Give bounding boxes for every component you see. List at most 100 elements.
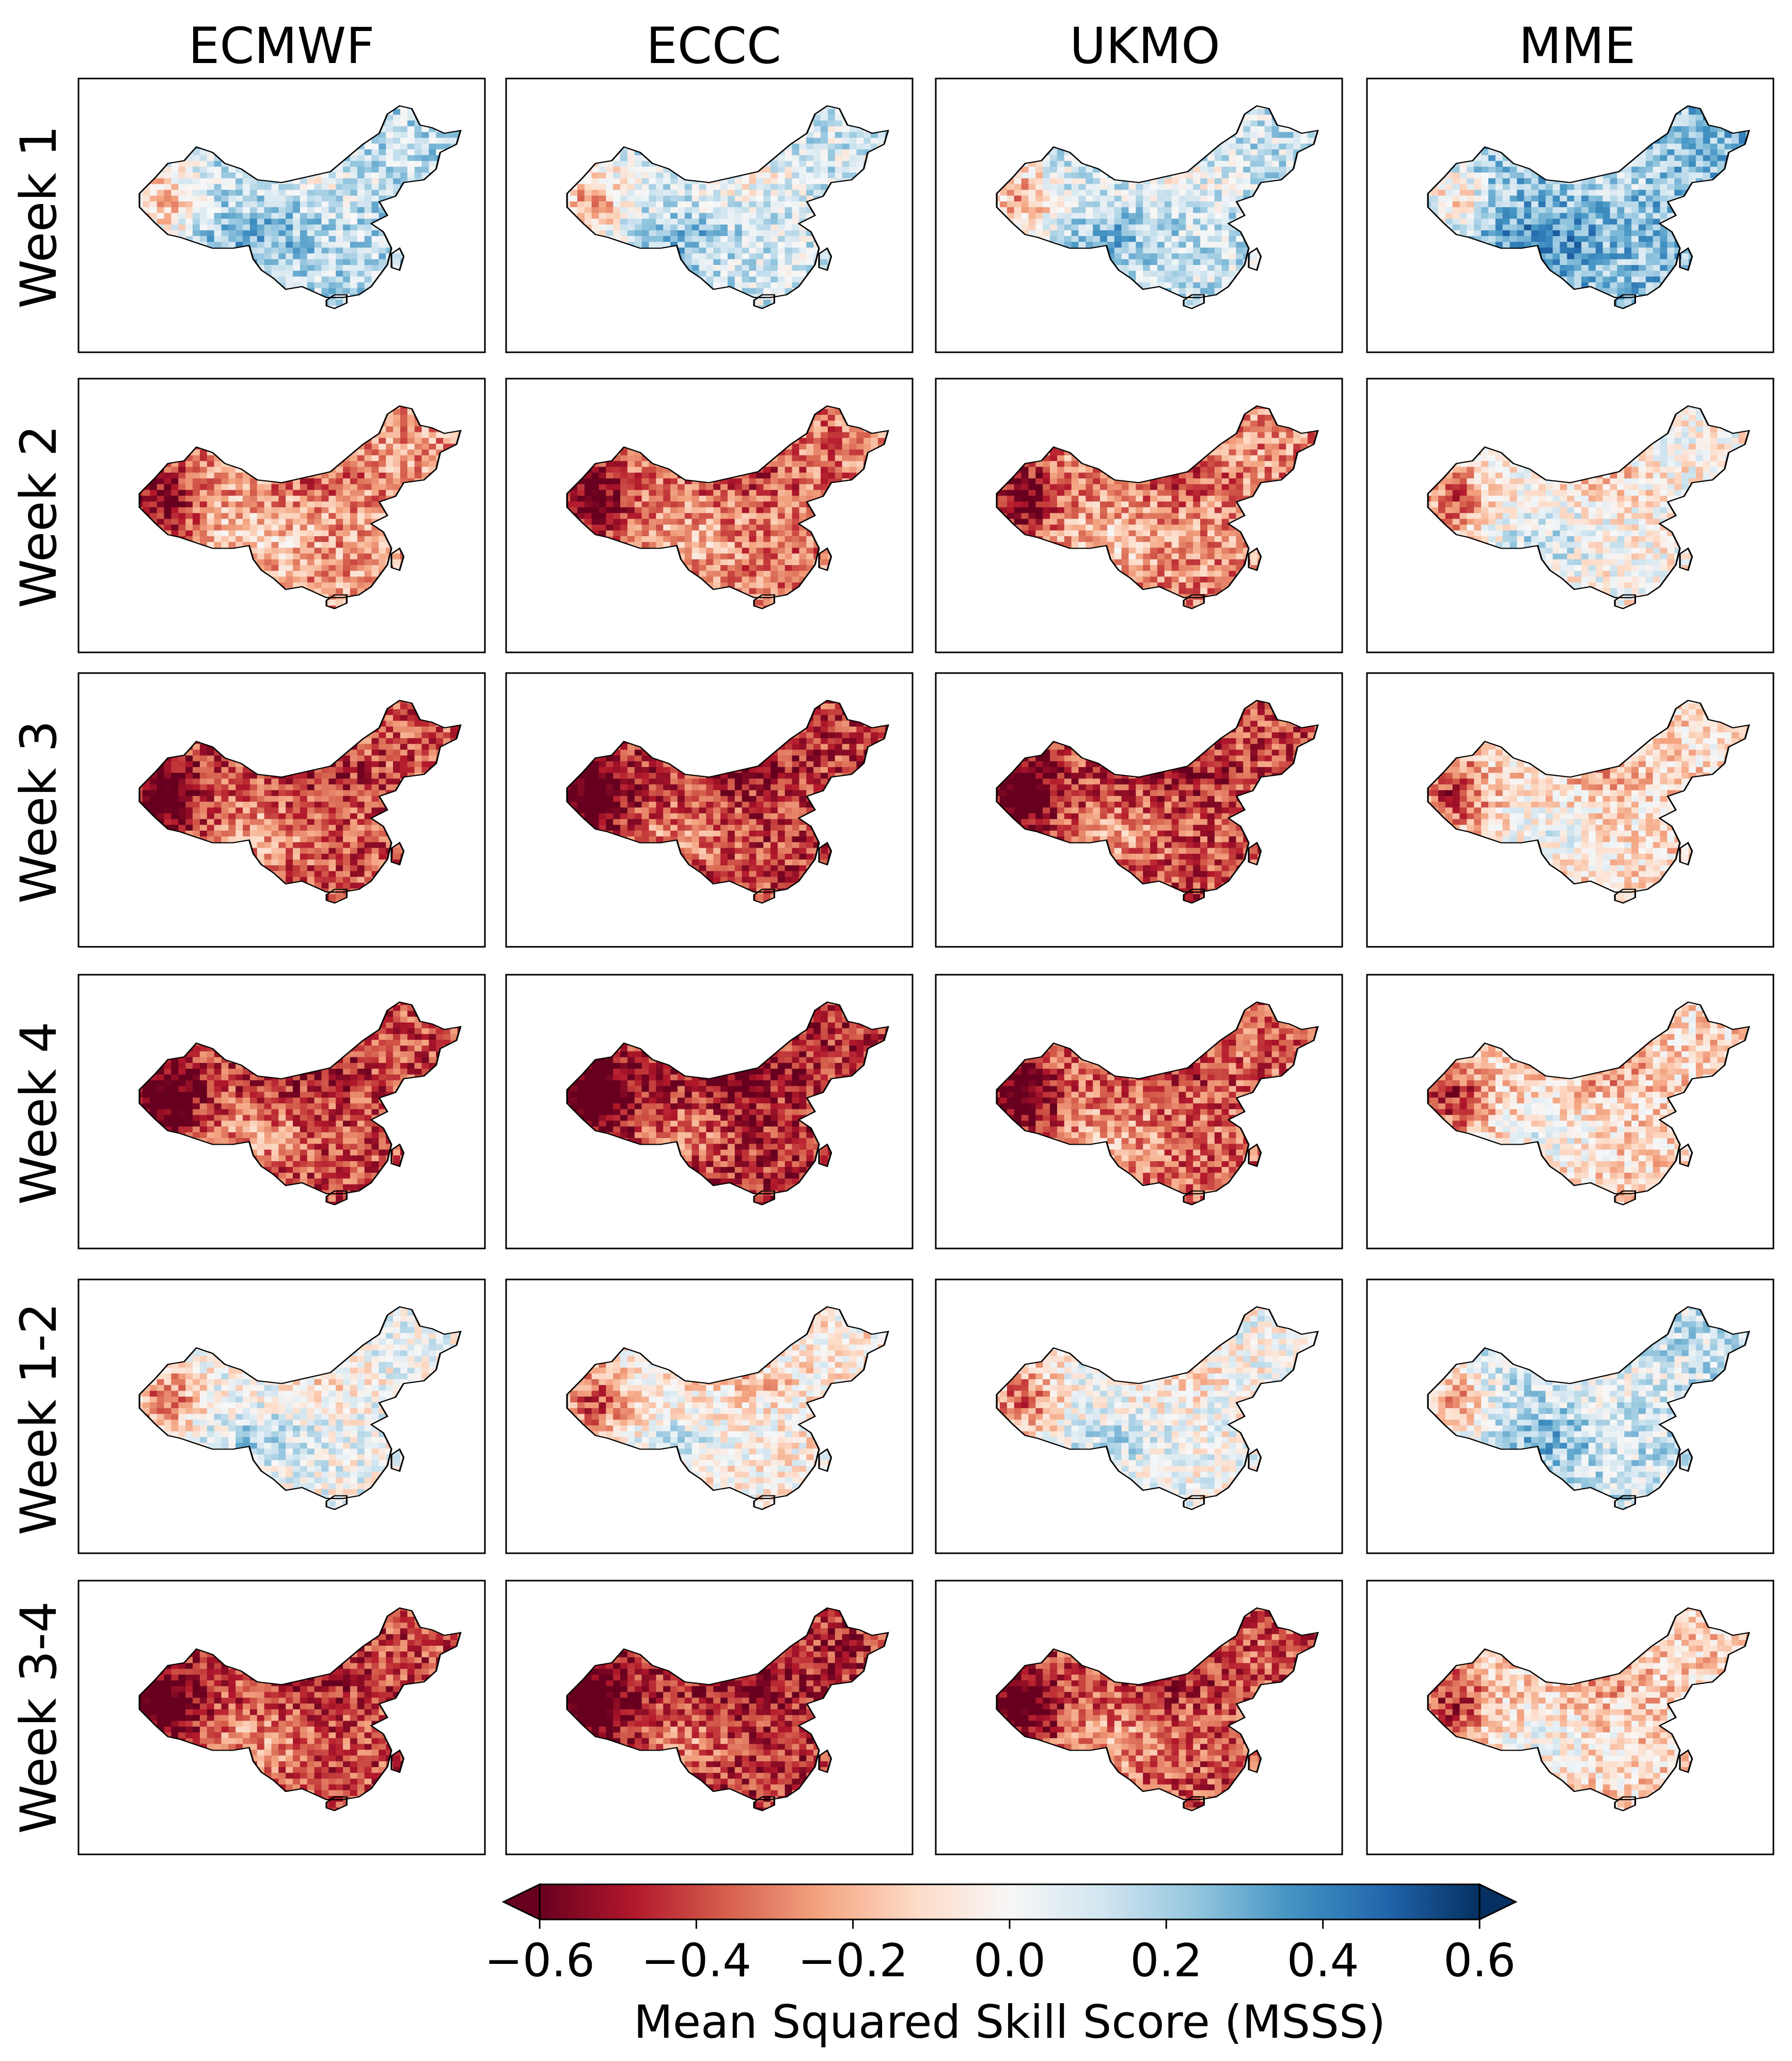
grid-cell xyxy=(185,207,193,213)
grid-cell xyxy=(1035,207,1043,213)
grid-cell xyxy=(271,224,279,231)
grid-cell xyxy=(1257,144,1265,150)
grid-cell xyxy=(421,172,429,179)
grid-cell xyxy=(997,201,1000,208)
grid-cell xyxy=(827,126,836,133)
grid-cell xyxy=(670,213,678,220)
grid-cell xyxy=(1093,166,1101,173)
grid-cell xyxy=(1171,259,1180,266)
grid-cell xyxy=(300,236,308,242)
grid-cell xyxy=(171,184,179,191)
grid-cell xyxy=(1143,230,1151,237)
grid-cell xyxy=(784,161,793,167)
grid-cell xyxy=(771,224,778,231)
grid-cell xyxy=(1157,213,1165,220)
grid-cell xyxy=(1057,172,1065,179)
grid-cell xyxy=(620,161,628,167)
grid-cell xyxy=(1250,264,1258,271)
grid-cell xyxy=(1121,230,1129,237)
grid-cell xyxy=(414,132,422,138)
grid-cell xyxy=(749,213,757,220)
grid-cell xyxy=(1100,184,1108,191)
grid-cell xyxy=(677,236,685,242)
grid-cell xyxy=(663,201,671,208)
grid-cell xyxy=(699,259,706,266)
grid-cell xyxy=(1057,166,1065,173)
grid-cell xyxy=(1243,120,1251,127)
grid-cell xyxy=(235,207,243,213)
grid-cell xyxy=(199,184,208,191)
grid-cell xyxy=(1071,236,1079,242)
grid-cell xyxy=(1064,166,1072,173)
grid-cell xyxy=(307,242,315,248)
grid-cell xyxy=(343,264,351,271)
grid-cell xyxy=(1229,207,1236,213)
grid-cell xyxy=(799,172,807,179)
grid-cell xyxy=(1107,218,1115,225)
grid-cell xyxy=(821,108,828,115)
grid-cell xyxy=(784,271,793,277)
grid-cell xyxy=(193,230,200,237)
grid-cell xyxy=(821,120,828,127)
grid-cell xyxy=(193,236,200,242)
grid-cell xyxy=(1078,207,1086,213)
grid-cell xyxy=(214,207,222,213)
grid-cell xyxy=(193,161,200,167)
grid-cell xyxy=(1121,213,1129,220)
grid-cell xyxy=(407,155,415,162)
grid-cell xyxy=(1207,201,1215,208)
grid-cell xyxy=(1257,137,1265,144)
grid-cell xyxy=(235,184,243,191)
grid-cell xyxy=(1043,201,1050,208)
grid-cell xyxy=(328,207,336,213)
grid-cell xyxy=(328,242,336,248)
grid-cell xyxy=(343,207,351,213)
grid-cell xyxy=(570,207,578,213)
grid-cell xyxy=(421,144,429,150)
grid-cell xyxy=(271,195,279,202)
grid-cell xyxy=(620,218,628,225)
grid-cell xyxy=(813,115,821,121)
grid-cell xyxy=(777,282,785,289)
grid-cell xyxy=(613,218,621,225)
grid-cell xyxy=(1071,155,1079,162)
grid-cell xyxy=(1107,207,1115,213)
grid-cell xyxy=(357,213,365,220)
grid-cell xyxy=(792,207,800,213)
grid-cell xyxy=(699,247,706,254)
grid-cell xyxy=(591,213,600,220)
grid-cell xyxy=(249,236,258,242)
grid-cell xyxy=(727,184,735,191)
grid-cell xyxy=(343,259,351,266)
grid-cell xyxy=(1171,172,1180,179)
grid-cell xyxy=(1214,172,1222,179)
grid-cell xyxy=(357,242,365,248)
grid-cell xyxy=(799,161,807,167)
grid-cell xyxy=(1064,230,1072,237)
grid-cell xyxy=(1064,184,1072,191)
grid-cell xyxy=(1136,224,1143,231)
grid-cell xyxy=(1007,195,1015,202)
grid-cell xyxy=(271,242,279,248)
grid-cell xyxy=(713,242,721,248)
grid-cell xyxy=(1264,108,1272,115)
grid-cell xyxy=(1157,230,1165,237)
grid-cell xyxy=(620,184,628,191)
grid-cell xyxy=(249,207,258,213)
grid-cell xyxy=(634,172,642,179)
grid-cell xyxy=(379,242,386,248)
grid-cell xyxy=(1043,178,1050,184)
grid-cell xyxy=(806,195,814,202)
grid-cell xyxy=(1236,178,1244,184)
grid-cell xyxy=(414,144,422,150)
grid-cell xyxy=(321,201,329,208)
grid-cell xyxy=(1286,126,1294,133)
grid-cell xyxy=(691,213,700,220)
grid-cell xyxy=(278,247,286,254)
grid-cell xyxy=(407,120,415,127)
grid-cell xyxy=(1157,178,1165,184)
grid-cell xyxy=(784,218,793,225)
grid-cell xyxy=(1136,276,1143,283)
grid-cell xyxy=(1186,276,1193,283)
grid-cell xyxy=(706,271,714,277)
